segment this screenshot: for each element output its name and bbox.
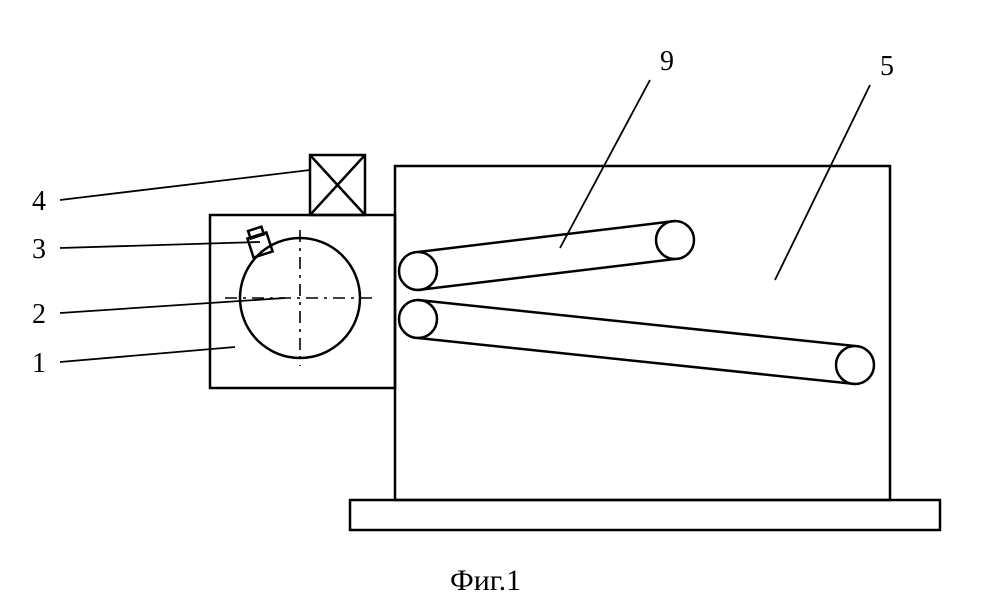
figure-caption: Фиг.1 [450,564,521,597]
leader-line-3 [60,242,260,248]
upper-belt [399,221,694,290]
leader-line-5 [775,85,870,280]
ref-label-5: 5 [880,51,894,82]
leader-line-4 [60,170,310,200]
technical-diagram: 4 3 2 1 9 5 Фиг.1 [0,0,1000,614]
lower-belt [399,300,874,384]
ref-label-3: 3 [32,234,46,265]
leader-lines [60,80,870,362]
ref-label-4: 4 [32,186,46,217]
leader-line-9 [560,80,650,248]
ref-label-1: 1 [32,348,46,379]
ref-label-2: 2 [32,299,46,330]
hatched-box [310,155,365,215]
leader-line-2 [60,298,285,313]
ref-label-9: 9 [660,46,674,77]
center-mark [225,230,375,366]
housing-big [395,166,890,500]
reference-labels: 4 3 2 1 9 5 [32,46,894,379]
base-slab [350,500,940,530]
